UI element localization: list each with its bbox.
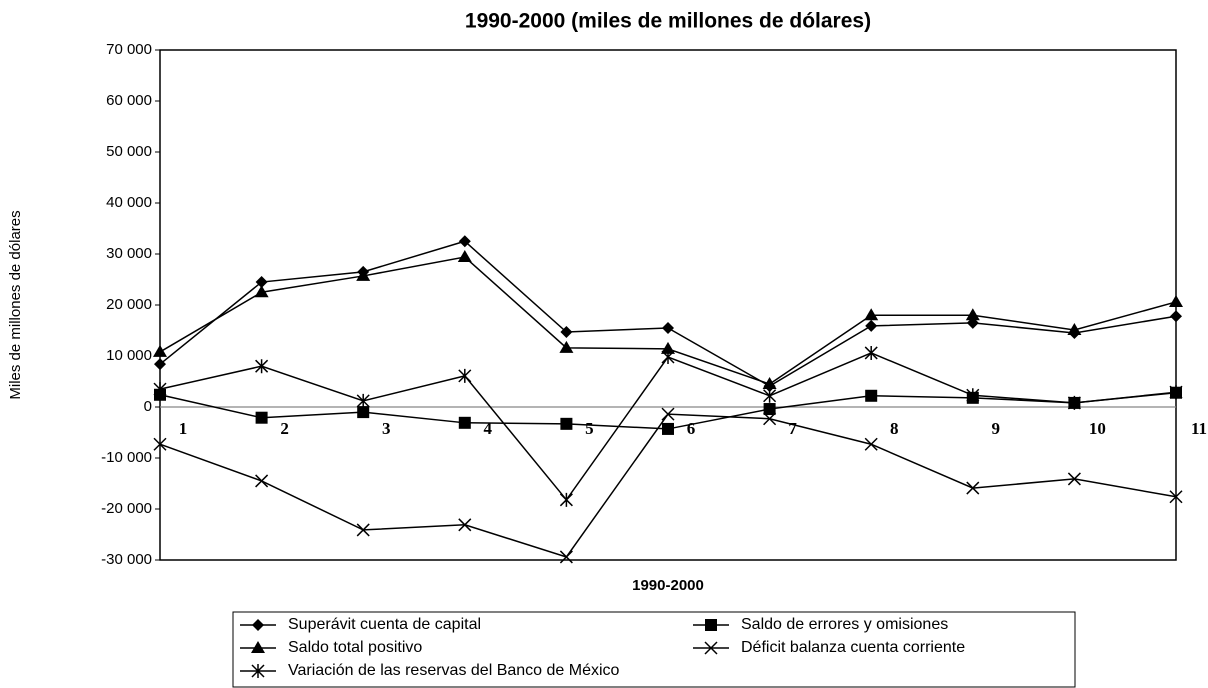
y-tick-label: 70 000 xyxy=(106,41,152,58)
y-tick-label: 20 000 xyxy=(106,296,152,313)
marker-x xyxy=(356,523,370,537)
marker-x xyxy=(1067,472,1081,486)
x-tick-label: 1 xyxy=(179,419,188,438)
marker-triangle xyxy=(457,250,472,263)
legend-label: Déficit balanza cuenta corriente xyxy=(741,639,965,656)
marker-x xyxy=(458,518,472,532)
marker-square xyxy=(865,389,878,402)
marker-square xyxy=(458,416,471,429)
marker-triangle xyxy=(356,268,371,281)
marker-diamond xyxy=(865,319,878,332)
legend-marker xyxy=(251,664,265,678)
y-tick-label: -20 000 xyxy=(101,500,152,517)
marker-triangle xyxy=(1067,322,1082,335)
legend-frame xyxy=(232,611,1076,688)
marker-asterisk xyxy=(661,350,675,365)
x-tick-label: 10 xyxy=(1089,419,1106,438)
marker-x xyxy=(255,474,269,488)
x-tick-label: 9 xyxy=(992,419,1001,438)
marker-triangle xyxy=(254,285,269,298)
x-tick-label: 3 xyxy=(382,419,391,438)
marker-diamond xyxy=(662,321,674,334)
legend-label: Saldo total positivo xyxy=(288,639,422,656)
y-tick-label: 10 000 xyxy=(106,347,152,364)
y-axis-label: Miles de millones de dólares xyxy=(7,210,24,399)
marker-square xyxy=(560,417,573,430)
marker-x xyxy=(966,481,980,495)
marker-x xyxy=(661,407,675,421)
x-tick-label: 7 xyxy=(788,419,797,438)
marker-square xyxy=(255,411,268,424)
marker-x xyxy=(1169,490,1183,504)
y-tick-label: 30 000 xyxy=(106,245,152,262)
series-line xyxy=(159,413,1177,558)
marker-x xyxy=(864,437,878,451)
marker-diamond xyxy=(458,235,471,248)
legend-marker xyxy=(252,619,264,631)
marker-triangle xyxy=(762,377,777,390)
x-tick-label: 6 xyxy=(687,419,696,438)
legend-marker xyxy=(705,619,717,631)
legend-marker xyxy=(251,641,265,653)
legend-label: Saldo de errores y omisiones xyxy=(741,616,948,633)
legend-label: Superávit cuenta de capital xyxy=(288,616,481,633)
marker-asterisk xyxy=(1169,385,1183,400)
marker-asterisk xyxy=(153,382,167,397)
x-tick-label: 8 xyxy=(890,419,899,438)
marker-asterisk xyxy=(559,492,573,507)
y-tick-label: 60 000 xyxy=(106,92,152,109)
x-axis-label: 1990-2000 xyxy=(632,577,704,594)
marker-x xyxy=(559,550,573,564)
y-tick-label: -10 000 xyxy=(101,449,152,466)
marker-triangle xyxy=(153,344,167,357)
x-tick-label: 5 xyxy=(585,419,594,438)
marker-square xyxy=(662,422,674,435)
marker-asterisk xyxy=(356,393,370,408)
marker-x xyxy=(153,437,167,451)
x-tick-label: 4 xyxy=(484,419,493,438)
marker-diamond xyxy=(1170,310,1182,323)
marker-diamond xyxy=(255,276,268,289)
marker-square xyxy=(357,406,370,419)
x-tick-label: 11 xyxy=(1191,419,1207,438)
y-tick-label: 0 xyxy=(144,398,152,415)
series-line xyxy=(159,256,1177,385)
marker-triangle xyxy=(1169,294,1183,307)
chart-title: 1990-2000 (miles de millones de dólares) xyxy=(465,10,871,33)
marker-asterisk xyxy=(458,368,472,383)
marker-x xyxy=(763,412,777,426)
marker-triangle xyxy=(864,308,879,321)
legend-marker xyxy=(704,641,718,655)
marker-asterisk xyxy=(864,345,878,360)
y-tick-label: -30 000 xyxy=(101,551,152,568)
marker-triangle xyxy=(559,340,574,353)
marker-asterisk xyxy=(255,359,269,374)
marker-triangle xyxy=(965,308,980,321)
marker-diamond xyxy=(560,326,573,339)
y-tick-label: 40 000 xyxy=(106,194,152,211)
marker-asterisk xyxy=(763,388,777,403)
marker-asterisk xyxy=(966,388,980,403)
marker-triangle xyxy=(661,341,675,354)
marker-square xyxy=(763,403,776,416)
marker-asterisk xyxy=(1067,395,1081,410)
legend-label: Variación de las reservas del Banco de M… xyxy=(288,662,620,679)
x-tick-label: 2 xyxy=(280,419,289,438)
marker-diamond xyxy=(154,358,166,371)
y-tick-label: 50 000 xyxy=(106,143,152,160)
series-line xyxy=(159,240,1177,387)
